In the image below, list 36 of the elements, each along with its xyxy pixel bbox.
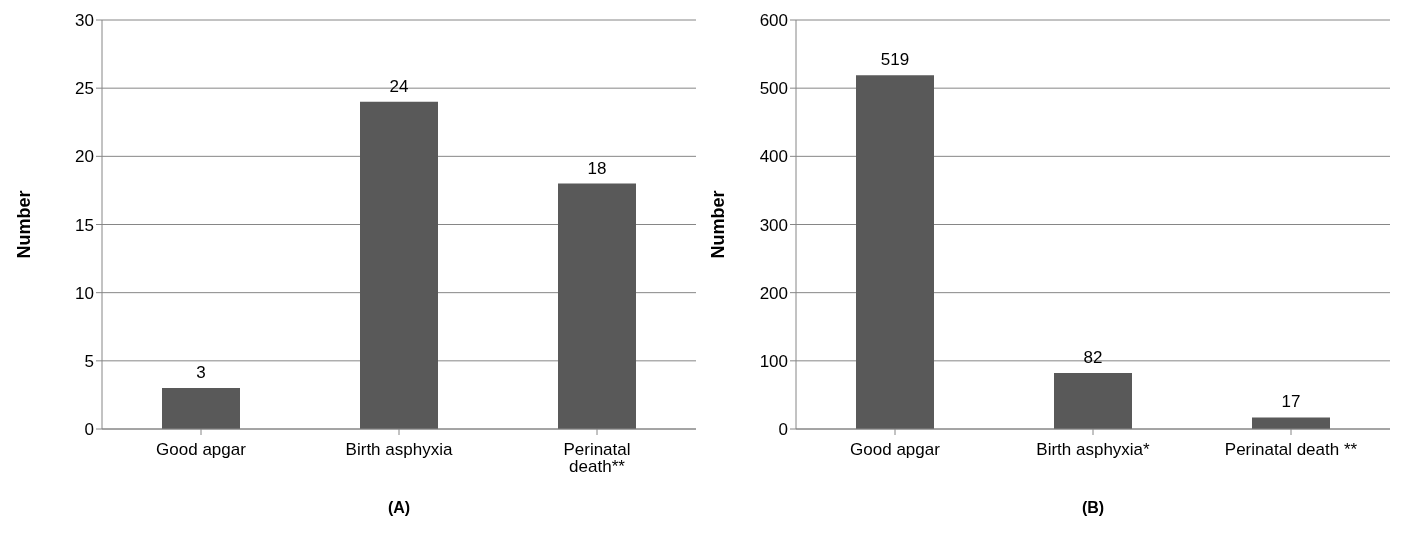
x-tick-label: Birth asphyxia* (1036, 440, 1151, 460)
y-tick-label: 100 (759, 351, 788, 371)
y-tick-label: 500 (759, 79, 788, 99)
x-tick-label: Perinatal death** (563, 440, 631, 477)
data-label: 17 (1281, 392, 1301, 412)
y-tick-label: 20 (75, 147, 94, 167)
x-axis-title: (B) (1081, 499, 1105, 516)
bar (558, 183, 636, 429)
y-axis-title: Number (14, 190, 35, 259)
x-axis-title: (A) (387, 499, 411, 516)
x-tick-label: Good apgar (850, 440, 941, 460)
bar (162, 388, 240, 429)
y-tick-label: 30 (75, 11, 94, 31)
y-tick-label: 600 (759, 11, 788, 31)
bar (1252, 417, 1330, 429)
y-tick-label: 400 (759, 147, 788, 167)
y-tick-label: 25 (75, 79, 94, 99)
x-tick-label: Perinatal death ** (1224, 440, 1358, 460)
data-label: 18 (587, 158, 607, 178)
y-tick-label: 0 (778, 420, 788, 440)
bar (360, 101, 438, 429)
bar (1054, 373, 1132, 429)
y-tick-label: 300 (759, 215, 788, 235)
y-tick-label: 200 (759, 283, 788, 303)
y-tick-label: 5 (84, 351, 94, 371)
data-label: 82 (1083, 348, 1103, 368)
x-tick-label: Birth asphyxia (345, 440, 453, 460)
data-label: 24 (389, 76, 409, 96)
x-tick-label: Good apgar (156, 440, 247, 460)
y-tick-label: 10 (75, 283, 94, 303)
y-axis-title: Number (708, 190, 729, 259)
y-tick-label: 0 (84, 420, 94, 440)
y-tick-label: 15 (75, 215, 94, 235)
data-label: 519 (880, 50, 910, 70)
data-label: 3 (196, 363, 206, 383)
bar (856, 75, 934, 429)
